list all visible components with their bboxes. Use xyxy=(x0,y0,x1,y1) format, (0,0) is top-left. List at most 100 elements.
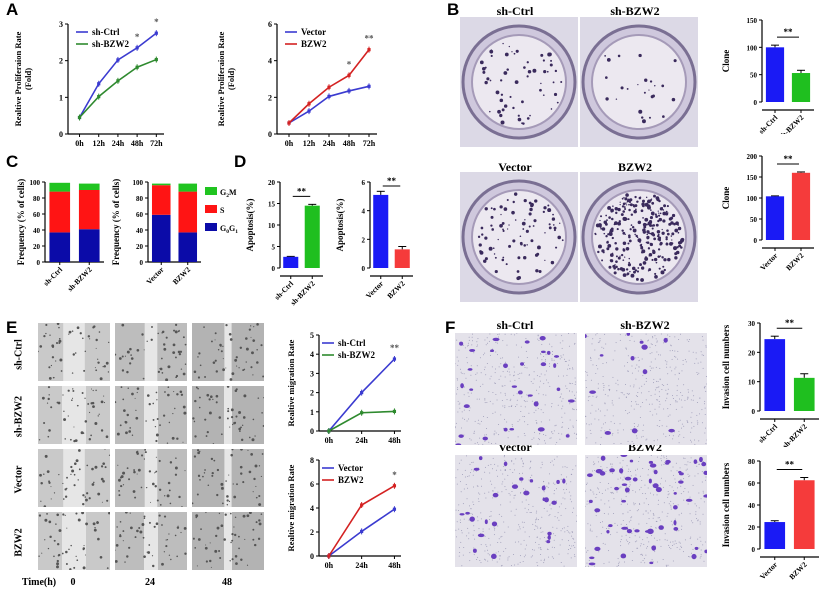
cell-dot xyxy=(55,342,59,345)
pore-dot xyxy=(670,520,672,522)
pore-dot xyxy=(690,552,692,554)
invading-cell xyxy=(631,428,638,434)
pore-dot xyxy=(537,335,539,337)
pore-dot xyxy=(678,442,680,444)
pore-dot xyxy=(636,437,638,439)
pore-dot xyxy=(573,409,575,411)
pore-dot xyxy=(631,441,633,443)
pore-dot xyxy=(673,490,675,492)
invading-cell xyxy=(539,335,546,341)
pore-dot xyxy=(591,470,593,472)
y-tick-label: 20 xyxy=(33,243,41,251)
pore-dot xyxy=(675,356,677,358)
pore-dot xyxy=(573,333,575,335)
pore-dot xyxy=(561,539,563,541)
cell-dot xyxy=(85,522,88,526)
cell-dot xyxy=(154,485,157,488)
stacked-segment-s xyxy=(78,190,100,230)
pore-dot xyxy=(462,473,464,475)
pore-dot xyxy=(643,502,645,504)
wound-image xyxy=(192,512,264,570)
invading-cell xyxy=(455,443,462,445)
pore-dot xyxy=(489,333,491,335)
pore-dot xyxy=(533,549,535,551)
pore-dot xyxy=(525,350,527,352)
cell-dot xyxy=(256,361,259,364)
pore-dot xyxy=(490,375,492,377)
pore-dot xyxy=(620,503,622,505)
pore-dot xyxy=(643,543,645,545)
colony-well-sh-bzw2 xyxy=(580,17,698,147)
pore-dot xyxy=(569,390,571,392)
pore-dot xyxy=(468,418,470,420)
pore-dot xyxy=(486,363,488,365)
wound-image xyxy=(115,386,187,444)
pore-dot xyxy=(484,399,486,401)
pore-dot xyxy=(461,372,463,374)
pore-dot xyxy=(554,458,556,460)
invading-cell xyxy=(589,556,595,560)
pore-dot xyxy=(600,430,602,432)
cell-dot xyxy=(102,366,104,368)
invasion-label-sh-ctrl: sh-Ctrl xyxy=(496,318,534,332)
pore-dot xyxy=(555,444,557,445)
pore-dot xyxy=(616,456,618,458)
pore-dot xyxy=(507,557,509,559)
pore-dot xyxy=(516,393,518,395)
colony-dot xyxy=(661,228,663,231)
pore-dot xyxy=(472,340,474,342)
pore-dot xyxy=(643,424,645,426)
cell-dot xyxy=(103,365,107,368)
pore-dot xyxy=(537,443,539,445)
pore-dot xyxy=(466,535,468,537)
colony-dot xyxy=(606,247,610,251)
pore-dot xyxy=(556,456,558,458)
cell-dot xyxy=(94,422,98,426)
pore-dot xyxy=(526,367,528,369)
pore-dot xyxy=(602,526,604,528)
cell-dot xyxy=(135,409,137,412)
cell-dot xyxy=(254,435,256,437)
pore-dot xyxy=(585,551,587,553)
pore-dot xyxy=(553,430,555,432)
wound-image xyxy=(38,512,110,570)
colony-dot xyxy=(625,193,629,197)
pore-dot xyxy=(656,494,658,496)
colony-dot xyxy=(615,247,619,251)
cell-dot xyxy=(196,449,200,452)
cell-dot xyxy=(78,449,81,452)
cell-dot xyxy=(181,506,183,507)
cell-dot xyxy=(258,465,261,467)
pore-dot xyxy=(522,561,524,563)
pore-dot xyxy=(518,377,520,379)
cell-dot xyxy=(119,476,123,479)
pore-dot xyxy=(692,351,694,353)
pore-dot xyxy=(500,469,502,471)
invading-cell xyxy=(599,471,606,476)
bar-sh-ctrl xyxy=(765,47,785,102)
cell-dot xyxy=(174,473,178,476)
pore-dot xyxy=(588,559,590,561)
cell-dot xyxy=(251,351,254,355)
y-tick-label: 80 xyxy=(136,195,144,203)
pore-dot xyxy=(627,355,629,357)
colony-dot xyxy=(484,257,488,261)
pore-dot xyxy=(598,551,600,553)
pore-dot xyxy=(607,550,609,552)
pore-dot xyxy=(696,465,698,467)
x-tick-label: 48h xyxy=(388,561,401,570)
pore-dot xyxy=(632,551,634,553)
pore-dot xyxy=(554,483,556,485)
pore-dot xyxy=(538,340,540,342)
pore-dot xyxy=(666,383,668,385)
pore-dot xyxy=(666,565,668,567)
pore-dot xyxy=(524,364,526,366)
colony-dot xyxy=(523,199,527,203)
colony-dot xyxy=(500,213,502,216)
pore-dot xyxy=(633,340,635,342)
pore-dot xyxy=(520,491,522,493)
pore-dot xyxy=(593,565,595,567)
pore-dot xyxy=(601,468,603,470)
colony-dot xyxy=(600,227,602,230)
pore-dot xyxy=(638,360,640,362)
